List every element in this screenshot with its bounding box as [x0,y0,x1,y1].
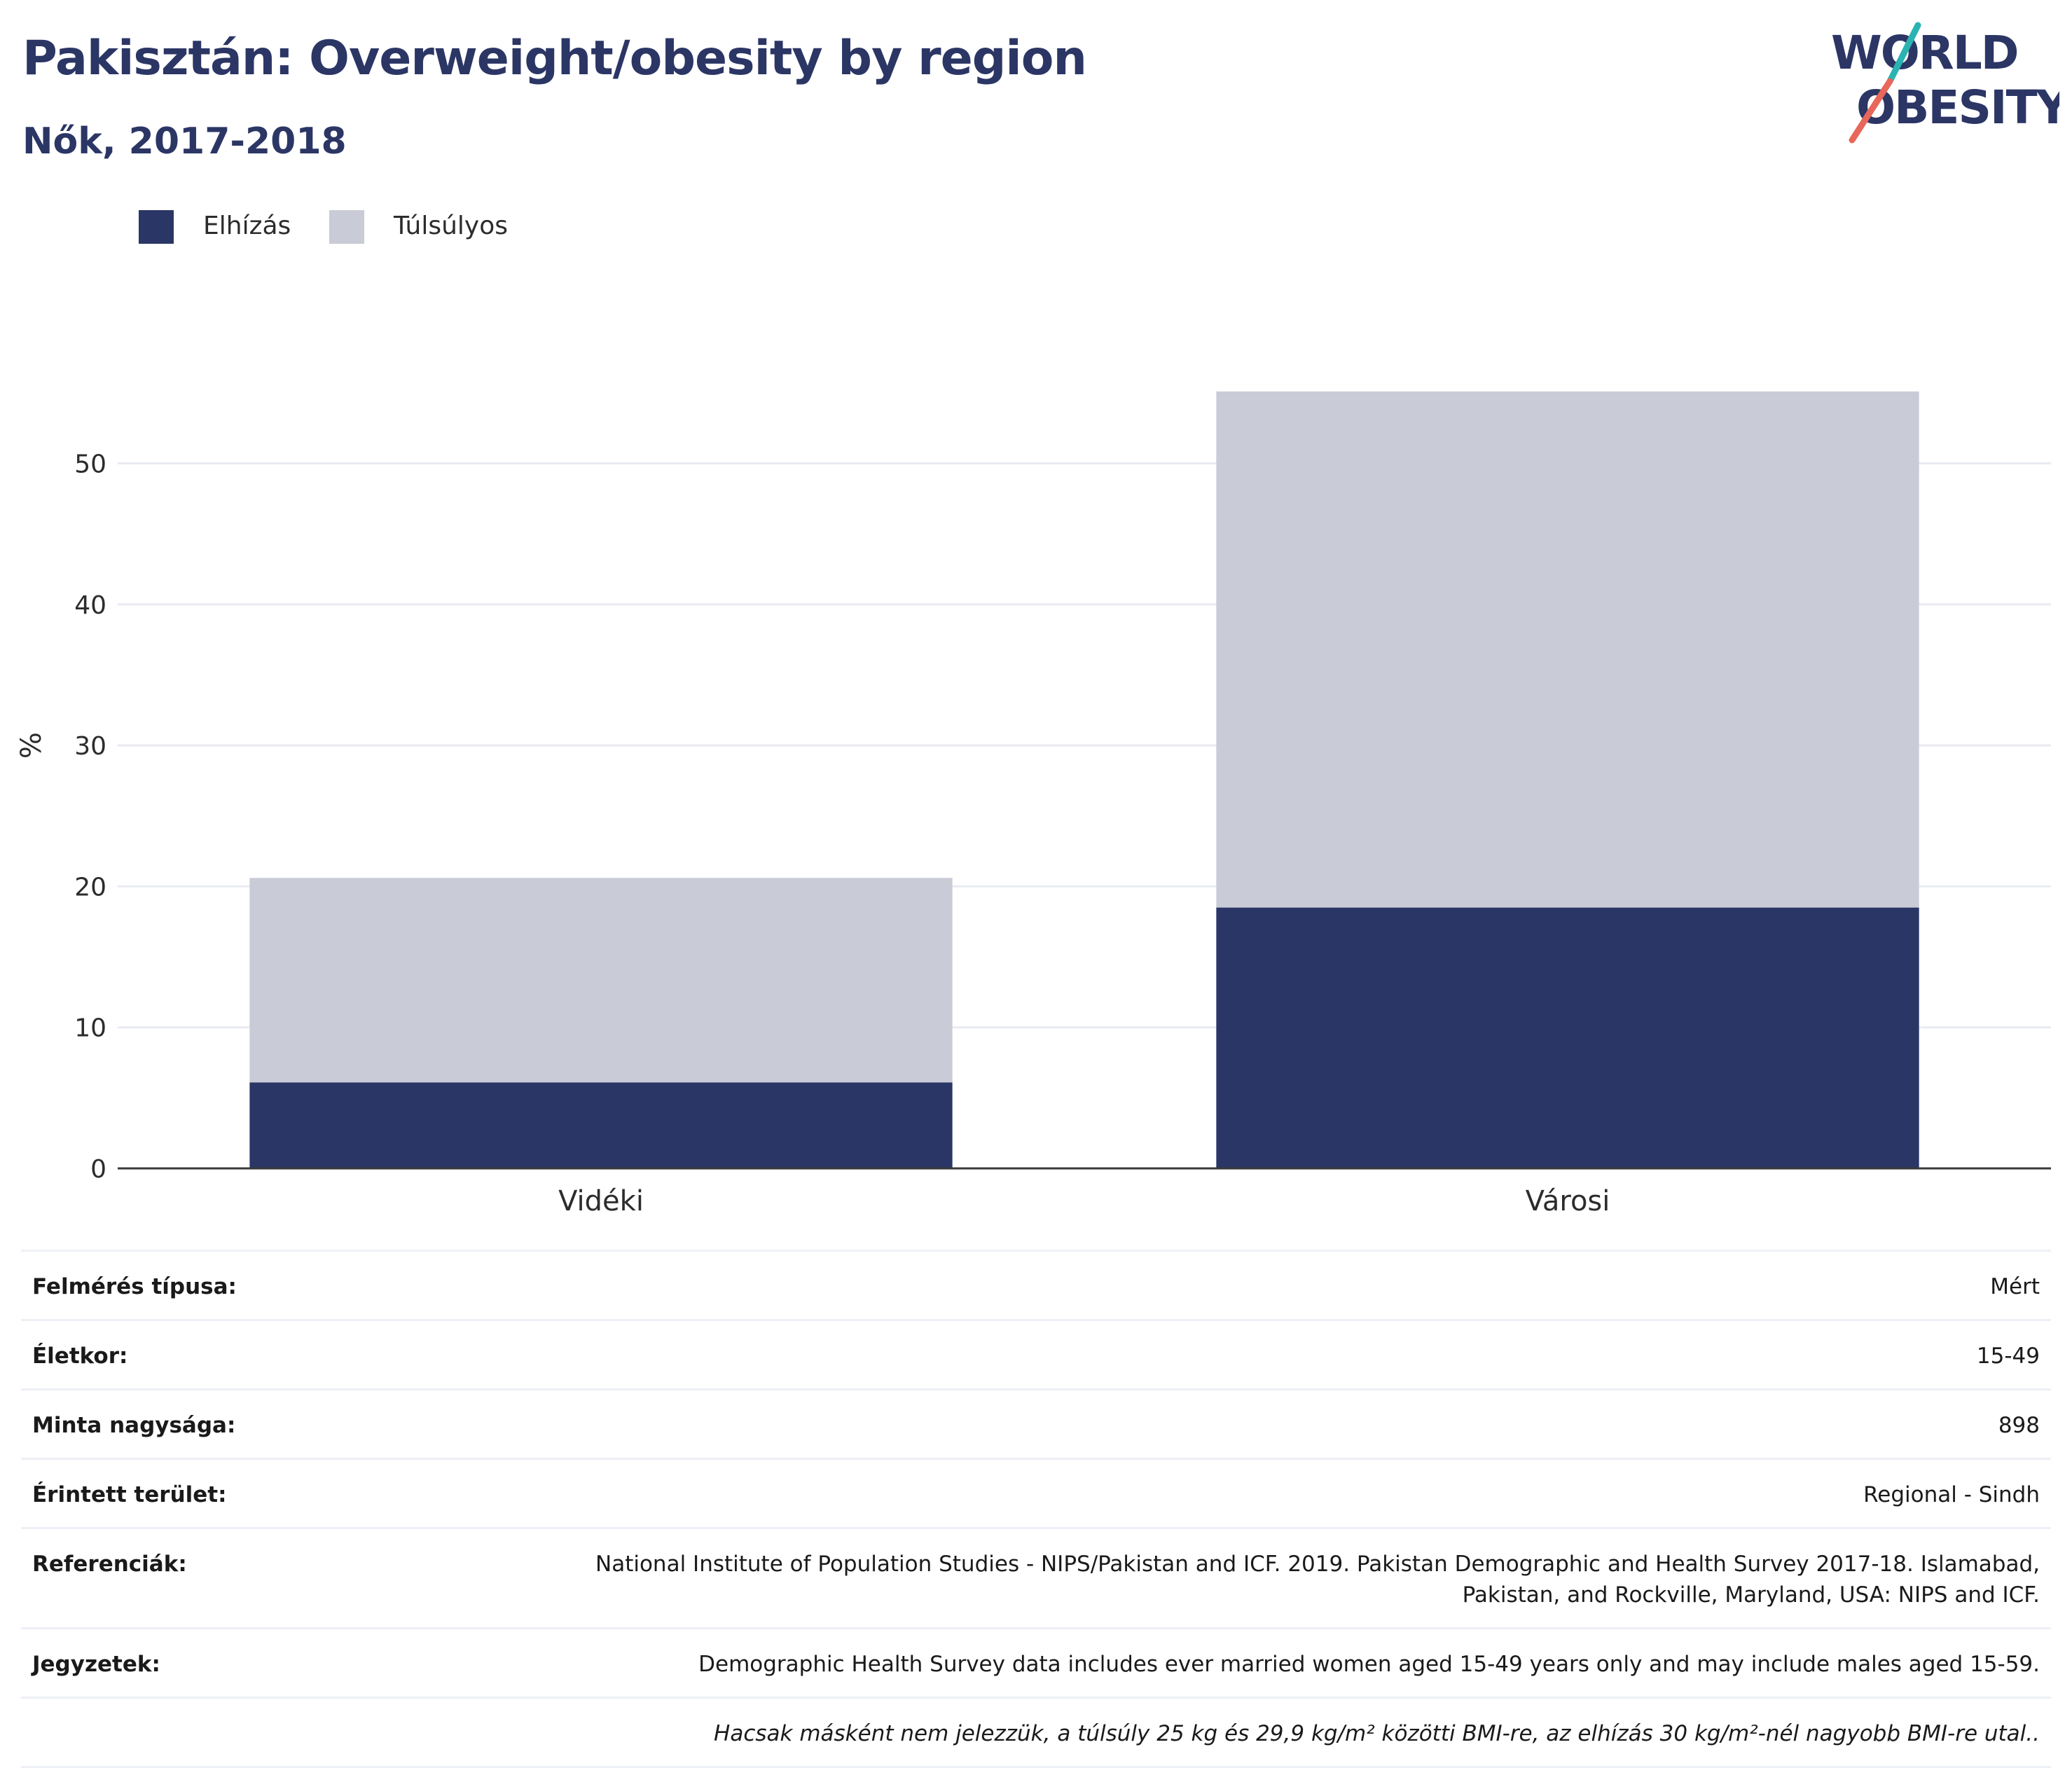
bars [249,391,1919,1168]
info-value: Mért [1990,1274,2040,1299]
legend-label-obesity: Elhízás [203,212,291,240]
info-value: 15-49 [1976,1344,2040,1369]
y-tick-label: 50 [74,450,106,479]
bar-obesity-0[interactable] [249,1082,953,1168]
info-row-footnote: Hacsak másként nem jelezzük, a túlsúly 2… [21,1699,2051,1768]
info-value: Demographic Health Survey data includes … [698,1652,2040,1677]
info-row-area: Érintett terület: Regional - Sindh [21,1460,2051,1529]
logo-slash-coral [1849,78,1893,144]
x-tick-label: Vidéki [558,1185,644,1212]
info-key: Felmérés típusa: [32,1274,237,1299]
info-key: Érintett terület: [32,1482,227,1507]
bar-overweight-1[interactable] [1216,391,1919,908]
info-value: National Institute of Population Studies… [595,1552,2040,1608]
info-value: 898 [1998,1413,2040,1438]
info-key: Életkor: [32,1344,128,1369]
info-row-references: Referenciák: National Institute of Popul… [21,1529,2051,1629]
info-key: Minta nagysága: [32,1413,236,1438]
world-obesity-logo: WORLD OBESITY [1831,22,2059,144]
legend-swatch-overweight [329,210,364,244]
legend-swatch-obesity [139,210,174,244]
y-axis-label: % [15,732,48,759]
bar-overweight-0[interactable] [249,878,953,1083]
x-tick-label: Városi [1526,1185,1610,1212]
info-row-age: Életkor: 15-49 [21,1321,2051,1390]
footnote-text: Hacsak másként nem jelezzük, a túlsúly 2… [714,1721,2040,1746]
y-tick-label: 20 [74,873,106,902]
y-tick-label: 30 [74,732,106,761]
logo-text-world: WORLD [1831,26,2018,80]
chart-title: Pakisztán: Overweight/obesity by region [22,31,1087,86]
y-tick-label: 40 [74,591,106,620]
info-row-survey-type: Felmérés típusa: Mért [21,1252,2051,1321]
legend-label-overweight: Túlsúlyos [394,212,509,240]
logo-text-obesity: OBESITY [1856,81,2059,134]
info-row-sample-size: Minta nagysága: 898 [21,1390,2051,1460]
axes: 0 10 20 30 40 50 Vidéki Városi [74,450,2051,1212]
y-tick-label: 10 [74,1014,106,1043]
info-key: Referenciák: [32,1552,187,1577]
survey-info-table: Felmérés típusa: Mért Életkor: 15-49 Min… [21,1250,2051,1768]
y-tick-label: 0 [90,1155,106,1184]
bar-obesity-1[interactable] [1216,907,1919,1168]
info-key: Jegyzetek: [32,1652,160,1677]
info-row-notes: Jegyzetek: Demographic Health Survey dat… [21,1629,2051,1699]
logo-slash-teal [1886,22,1921,85]
chart-subtitle: Nők, 2017-2018 [22,120,347,163]
stacked-bar-chart: 0 10 20 30 40 50 Vidéki Városi % [15,391,2051,1212]
info-value: Regional - Sindh [1863,1482,2040,1507]
